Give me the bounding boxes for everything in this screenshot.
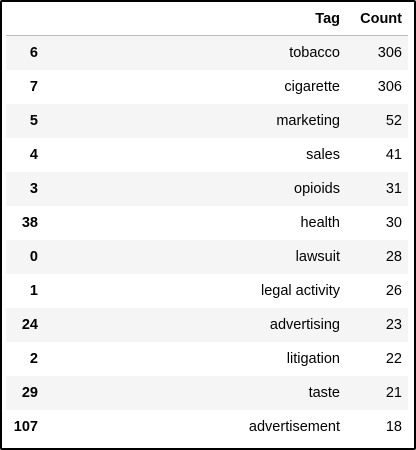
count-cell: 28: [385, 248, 402, 265]
tag-cell: advertisement: [248, 418, 340, 435]
count-cell: 41: [385, 146, 402, 163]
row-index: 2: [29, 350, 38, 367]
tag-cell: marketing: [276, 112, 340, 129]
tag-cell: legal activity: [261, 282, 340, 299]
row-index: 5: [29, 112, 38, 129]
row-index: 0: [29, 248, 38, 265]
row-index: 3: [29, 180, 38, 197]
row-index: 24: [21, 316, 38, 333]
table-row: 24 advertising 23: [6, 307, 408, 342]
count-cell: 23: [385, 316, 402, 333]
tag-cell: advertising: [269, 316, 340, 333]
table-row: 4 sales 41: [6, 137, 408, 172]
table-row: 38 health 30: [6, 205, 408, 240]
tag-cell: opioids: [294, 180, 340, 197]
count-cell: 21: [385, 384, 402, 401]
tag-cell: sales: [306, 146, 340, 163]
row-index: 38: [21, 214, 38, 231]
count-cell: 52: [385, 112, 402, 129]
row-index: 107: [13, 418, 38, 435]
column-header-tag: Tag: [48, 2, 346, 36]
count-cell: 306: [377, 44, 402, 61]
row-index: 7: [29, 78, 38, 95]
tag-cell: taste: [308, 384, 340, 401]
column-header-count: Count: [346, 2, 408, 36]
count-cell: 18: [385, 418, 402, 435]
row-index: 29: [21, 384, 38, 401]
table-header: Tag Count: [6, 2, 408, 36]
row-index: 1: [29, 282, 38, 299]
count-cell: 26: [385, 282, 402, 299]
index-header: [6, 2, 48, 36]
tag-cell: lawsuit: [295, 248, 340, 265]
dataframe-table: Tag Count 6 tobacco 306 7 cigarette 306 …: [6, 2, 408, 444]
tag-cell: health: [300, 214, 340, 231]
count-cell: 306: [377, 78, 402, 95]
table-row: 29 taste 21: [6, 375, 408, 410]
table-row: 2 litigation 22: [6, 341, 408, 376]
table-body: 6 tobacco 306 7 cigarette 306 5 marketin…: [6, 35, 408, 444]
table-row: 3 opioids 31: [6, 171, 408, 206]
row-index: 6: [29, 44, 38, 61]
table-row: 1 legal activity 26: [6, 273, 408, 308]
table-row: 107 advertisement 18: [6, 409, 408, 444]
tag-cell: litigation: [286, 350, 340, 367]
table-row: 6 tobacco 306: [6, 35, 408, 70]
table-row: 7 cigarette 306: [6, 69, 408, 104]
tag-cell: cigarette: [284, 78, 340, 95]
header-row: Tag Count: [6, 2, 408, 36]
row-index: 4: [29, 146, 38, 163]
count-cell: 31: [385, 180, 402, 197]
count-cell: 30: [385, 214, 402, 231]
table-row: 0 lawsuit 28: [6, 239, 408, 274]
tag-cell: tobacco: [289, 44, 340, 61]
table-row: 5 marketing 52: [6, 103, 408, 138]
count-cell: 22: [385, 350, 402, 367]
